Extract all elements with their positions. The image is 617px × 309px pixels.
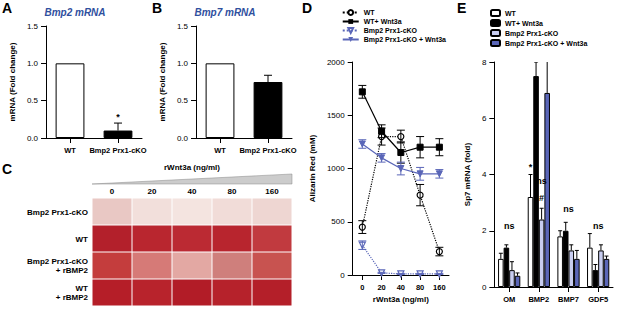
svg-text:160: 160 bbox=[265, 187, 279, 196]
svg-text:160: 160 bbox=[433, 283, 446, 292]
svg-text:+ rBMP2: + rBMP2 bbox=[56, 266, 89, 275]
svg-text:Bmp2 Prx1-cKO + Wnt3a: Bmp2 Prx1-cKO + Wnt3a bbox=[364, 36, 446, 44]
svg-text:A: A bbox=[2, 0, 12, 16]
svg-text:2: 2 bbox=[482, 226, 487, 235]
svg-text:D: D bbox=[302, 0, 312, 16]
svg-text:BMP7: BMP7 bbox=[558, 295, 579, 304]
svg-text:0.0: 0.0 bbox=[27, 134, 39, 143]
svg-text:ns: ns bbox=[563, 204, 574, 214]
svg-text:40: 40 bbox=[397, 283, 405, 292]
svg-text:WT: WT bbox=[76, 235, 89, 244]
svg-text:0.0: 0.0 bbox=[177, 134, 189, 143]
svg-text:20: 20 bbox=[377, 283, 385, 292]
svg-text:0.5: 0.5 bbox=[27, 96, 39, 105]
svg-text:1.5: 1.5 bbox=[27, 22, 39, 31]
svg-text:0.5: 0.5 bbox=[177, 96, 189, 105]
svg-text:WT: WT bbox=[64, 146, 76, 155]
svg-text:E: E bbox=[457, 0, 466, 16]
svg-text:Bmp2 Prx1-cKO: Bmp2 Prx1-cKO bbox=[27, 208, 88, 217]
svg-text:*: * bbox=[116, 112, 120, 122]
svg-text:Alizarin Red (mM): Alizarin Red (mM) bbox=[308, 134, 317, 202]
svg-text:80: 80 bbox=[228, 187, 237, 196]
svg-text:WT: WT bbox=[76, 284, 89, 293]
svg-text:1.0: 1.0 bbox=[177, 59, 189, 68]
svg-text:0: 0 bbox=[482, 283, 487, 292]
svg-text:mRNA (Fold change): mRNA (Fold change) bbox=[8, 42, 17, 121]
svg-text:rWnt3a (ng/ml): rWnt3a (ng/ml) bbox=[164, 163, 220, 172]
svg-text:BMP2: BMP2 bbox=[528, 295, 549, 304]
svg-text:#: # bbox=[539, 193, 544, 203]
svg-text:2000: 2000 bbox=[327, 58, 345, 67]
svg-text:40: 40 bbox=[188, 187, 197, 196]
svg-text:500: 500 bbox=[331, 217, 345, 226]
svg-text:Sp7 mRNA (fold): Sp7 mRNA (fold) bbox=[463, 143, 472, 207]
svg-text:0: 0 bbox=[340, 271, 345, 280]
svg-text:WT+ Wnt3a: WT+ Wnt3a bbox=[505, 20, 543, 27]
svg-text:8: 8 bbox=[482, 58, 487, 67]
svg-text:1000: 1000 bbox=[327, 164, 345, 173]
svg-text:1500: 1500 bbox=[327, 111, 345, 120]
svg-text:+ rBMP2: + rBMP2 bbox=[56, 293, 89, 302]
svg-text:mRNA (Fold change): mRNA (Fold change) bbox=[158, 42, 167, 121]
svg-text:C: C bbox=[2, 161, 12, 177]
svg-text:1.0: 1.0 bbox=[27, 59, 39, 68]
svg-text:ns: ns bbox=[504, 221, 515, 231]
svg-text:WT+ Wnt3a: WT+ Wnt3a bbox=[364, 18, 402, 25]
svg-text:Bmp2 mRNA: Bmp2 mRNA bbox=[44, 7, 105, 18]
svg-text:OM: OM bbox=[503, 295, 515, 304]
svg-text:WT: WT bbox=[505, 10, 517, 17]
svg-text:Bmp2 Prx1-cKO: Bmp2 Prx1-cKO bbox=[505, 30, 559, 38]
svg-text:4: 4 bbox=[482, 170, 487, 179]
svg-text:20: 20 bbox=[148, 187, 157, 196]
svg-text:B: B bbox=[152, 0, 162, 16]
svg-text:Bmp7 mRNA: Bmp7 mRNA bbox=[194, 7, 255, 18]
svg-text:*: * bbox=[529, 162, 533, 172]
svg-text:rWnt3a (ng/ml): rWnt3a (ng/ml) bbox=[373, 295, 429, 304]
svg-text:Bmp2 Prx1-cKO: Bmp2 Prx1-cKO bbox=[89, 146, 146, 155]
svg-text:ns: ns bbox=[536, 176, 547, 186]
svg-text:ns: ns bbox=[593, 221, 604, 231]
svg-text:WT: WT bbox=[364, 9, 376, 16]
svg-text:80: 80 bbox=[416, 283, 424, 292]
svg-text:1.5: 1.5 bbox=[177, 22, 189, 31]
svg-text:Bmp2 Prx1-cKO: Bmp2 Prx1-cKO bbox=[239, 146, 296, 155]
svg-text:Bmp2 Prx1-cKO: Bmp2 Prx1-cKO bbox=[27, 257, 88, 266]
svg-text:Bmp2 Prx1-cKO + Wnt3a: Bmp2 Prx1-cKO + Wnt3a bbox=[505, 40, 587, 48]
svg-text:0: 0 bbox=[360, 283, 364, 292]
svg-text:6: 6 bbox=[482, 114, 487, 123]
svg-text:0: 0 bbox=[110, 187, 115, 196]
svg-text:GDF5: GDF5 bbox=[588, 295, 608, 304]
svg-text:WT: WT bbox=[214, 146, 226, 155]
svg-text:Bmp2 Prx1-cKO: Bmp2 Prx1-cKO bbox=[364, 27, 418, 35]
